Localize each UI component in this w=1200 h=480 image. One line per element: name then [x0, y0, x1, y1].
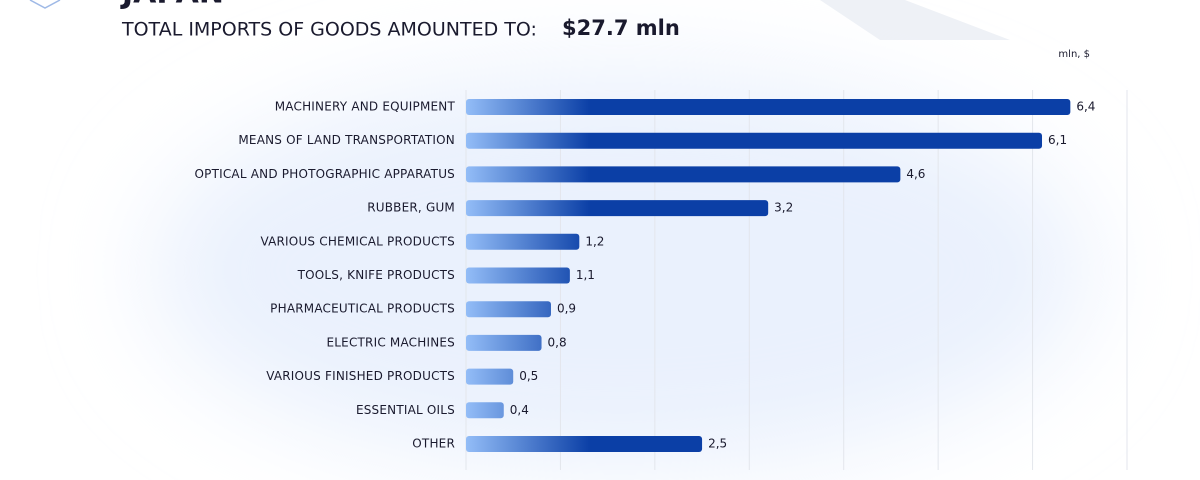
value-label: 6,4: [1076, 100, 1095, 114]
country: JAPAN: [120, 0, 224, 11]
value-label: 2,5: [708, 437, 727, 451]
value-label: 3,2: [774, 201, 793, 215]
value-label: 0,4: [510, 403, 529, 417]
value-label: 4,6: [906, 167, 925, 181]
category-label: VARIOUS CHEMICAL PRODUCTS: [260, 234, 455, 248]
bar: [466, 233, 580, 250]
title-value: $27.7 mln: [562, 16, 680, 40]
category-label: MACHINERY AND EQUIPMENT: [275, 100, 456, 114]
bar: [466, 99, 1071, 115]
background-glow: [150, 70, 1090, 470]
unit-label: mln, $: [1058, 49, 1090, 60]
category-label: OPTICAL AND PHOTOGRAPHIC APPARATUS: [195, 167, 456, 181]
category-label: ESSENTIAL OILS: [356, 403, 455, 417]
category-label: OTHER: [412, 437, 455, 451]
value-label: 6,1: [1048, 133, 1067, 147]
category-label: RUBBER, GUM: [367, 201, 455, 215]
bar: [466, 267, 570, 284]
background-shape: [820, 0, 1010, 40]
value-label: 0,8: [548, 335, 567, 349]
value-label: 1,2: [585, 234, 604, 248]
value-label: 1,1: [576, 268, 595, 282]
category-label: VARIOUS FINISHED PRODUCTS: [266, 369, 455, 383]
category-label: MEANS OF LAND TRANSPORTATION: [238, 133, 455, 147]
bar: [466, 301, 551, 318]
category-label: TOOLS, KNIFE PRODUCTS: [297, 268, 455, 282]
chart-title: TOTAL IMPORTS OF GOODS AMOUNTED TO:: [121, 19, 537, 41]
bar: [466, 402, 504, 419]
logo: [29, 0, 61, 9]
category-label: ELECTRIC MACHINES: [327, 335, 456, 349]
bar: [466, 368, 514, 385]
value-label: 0,9: [557, 302, 576, 316]
value-label: 0,5: [519, 369, 538, 383]
bar: [466, 166, 901, 183]
bar: [466, 132, 1043, 149]
bar: [466, 436, 703, 452]
bar: [466, 200, 769, 217]
category-label: PHARMACEUTICAL PRODUCTS: [270, 302, 455, 316]
bar: [466, 334, 542, 351]
